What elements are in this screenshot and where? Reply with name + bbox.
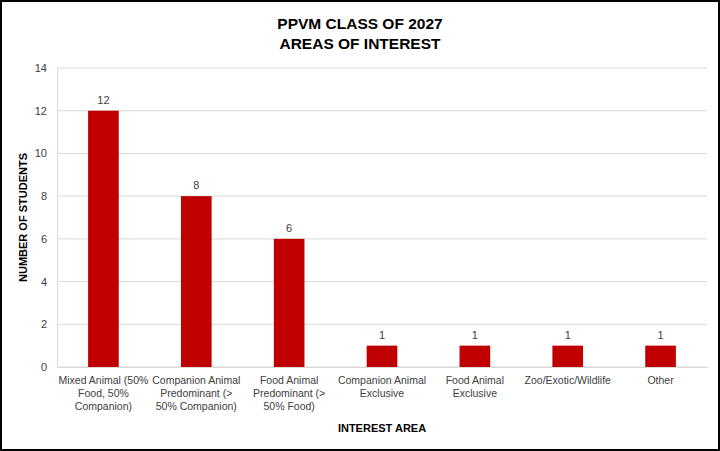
- x-tick: Companion AnimalPredominant (>50% Compan…: [152, 367, 240, 412]
- y-tick: 4: [41, 276, 57, 288]
- subtitle: AREAS OF INTEREST: [279, 35, 441, 52]
- x-tick-label-line: Zoo/Exotic/Wildlife: [525, 374, 612, 386]
- data-label: 1: [379, 329, 385, 341]
- x-tick: Mixed Animal (50%Food, 50%Companion): [58, 367, 148, 412]
- x-tick-label: Food AnimalPredominant (>50% Food): [253, 374, 325, 411]
- y-tick-label: 0: [41, 361, 47, 373]
- x-tick-label: Food AnimalExclusive: [446, 374, 504, 399]
- x-tick-label-line: Food Animal: [446, 374, 504, 386]
- grid-line: [57, 238, 707, 239]
- grid-line: [57, 68, 707, 69]
- grid-line: [57, 110, 707, 111]
- x-tick-label-line: Other: [647, 374, 674, 386]
- x-tick-label: Companion AnimalExclusive: [338, 374, 426, 399]
- bars: [88, 111, 676, 367]
- x-tick-label-line: Exclusive: [453, 387, 498, 399]
- background: [0, 0, 720, 451]
- x-tick-label-line: Predominant (>: [160, 387, 232, 399]
- data-label: 8: [193, 179, 199, 191]
- x-axis-title: INTEREST AREA: [338, 422, 426, 434]
- y-tick-label: 6: [41, 233, 47, 245]
- grid-line: [57, 324, 707, 325]
- x-tick-label-line: 50% Food): [263, 400, 314, 412]
- y-tick-label: 8: [41, 190, 47, 202]
- y-axis-title: NUMBER OF STUDENTS: [17, 153, 29, 282]
- x-tick-label-line: Predominant (>: [253, 387, 325, 399]
- x-tick: Food AnimalExclusive: [446, 367, 504, 399]
- x-tick-label-line: Food, 50%: [78, 387, 129, 399]
- x-tick-label-line: Companion Animal: [338, 374, 426, 386]
- bar: [274, 239, 305, 367]
- chart: 02468101214Mixed Animal (50%Food, 50%Com…: [0, 0, 720, 451]
- y-tick: 6: [41, 233, 57, 245]
- y-tick: 2: [41, 318, 57, 330]
- bar: [181, 196, 212, 367]
- data-label: 1: [472, 329, 478, 341]
- x-tick-label-line: 50% Companion): [156, 400, 237, 412]
- x-tick-label-line: Exclusive: [360, 387, 405, 399]
- y-tick-label: 14: [35, 62, 47, 74]
- x-tick: Food AnimalPredominant (>50% Food): [253, 367, 325, 412]
- x-axis-line: [58, 367, 708, 368]
- x-tick-label-line: Companion): [75, 400, 132, 412]
- y-tick-label: 2: [41, 318, 47, 330]
- bar: [552, 346, 583, 367]
- y-axis: 0 2 4 6 8 10 12 14: [35, 62, 58, 373]
- data-labels: 12 8 6 1 1 1 1: [97, 94, 663, 341]
- x-tick: Other: [647, 367, 674, 386]
- y-tick-label: 4: [41, 276, 47, 288]
- data-label: 12: [97, 94, 109, 106]
- x-tick-label-line: Companion Animal: [152, 374, 240, 386]
- title: PPVM CLASS OF 2027: [277, 15, 442, 32]
- y-axis-line: [57, 69, 58, 368]
- y-tick-label: 12: [35, 105, 47, 117]
- grid-line: [57, 281, 707, 282]
- y-tick: 8: [41, 190, 57, 202]
- x-axis: Mixed Animal (50%Food, 50%Companion)Comp…: [58, 367, 708, 412]
- bar: [367, 346, 398, 367]
- chart-border: [1, 1, 719, 450]
- grid-line: [57, 196, 707, 197]
- data-label: 1: [565, 329, 571, 341]
- x-tick: Companion AnimalExclusive: [338, 367, 426, 399]
- x-tick: Zoo/Exotic/Wildlife: [525, 367, 612, 386]
- x-tick-label: Other: [647, 374, 674, 386]
- y-tick: 14: [35, 62, 57, 74]
- y-tick: 0: [41, 361, 57, 373]
- bar: [460, 346, 491, 367]
- data-label: 6: [286, 222, 292, 234]
- x-tick-label: Mixed Animal (50%Food, 50%Companion): [58, 374, 148, 411]
- bar: [645, 346, 676, 367]
- bar: [88, 111, 119, 367]
- y-tick: 12: [35, 105, 57, 117]
- data-label: 1: [658, 329, 664, 341]
- x-tick-label-line: Mixed Animal (50%: [58, 374, 148, 386]
- y-tick: 10: [35, 147, 57, 159]
- grid: [57, 68, 707, 367]
- grid-line: [57, 153, 707, 154]
- x-tick-label: Zoo/Exotic/Wildlife: [525, 374, 612, 386]
- x-tick-label-line: Food Animal: [260, 374, 318, 386]
- x-tick-label: Companion AnimalPredominant (>50% Compan…: [152, 374, 240, 411]
- y-tick-label: 10: [35, 147, 47, 159]
